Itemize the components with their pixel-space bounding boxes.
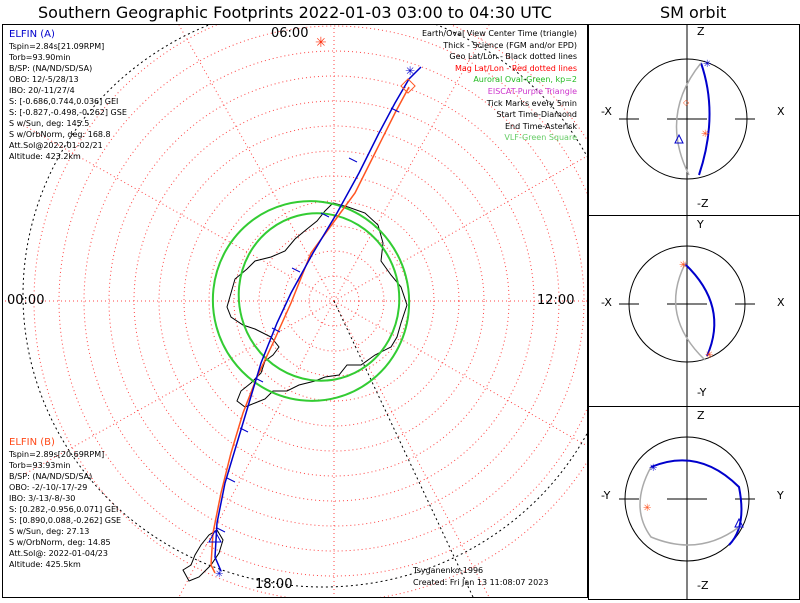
view-center-triangle (208, 529, 222, 543)
elfin-b-name: ELFIN (B) (9, 437, 55, 448)
elfin-b-line: S: [0.890,0.088,-0.262] GSE (9, 516, 122, 525)
auroral-oval (211, 200, 411, 402)
elfin-a-line: Torb=93.90min (9, 53, 71, 62)
sm-label-left: -X (601, 296, 612, 309)
elfin-b-line: IBO: 3/-13/-8/-30 (9, 494, 76, 503)
elfin-a-end-asterisk: ✳ (405, 64, 415, 78)
elfin-b-end-asterisk: ✳ (315, 35, 327, 51)
elfin-a-line: S: [-0.827,-0.498,-0.262] GSE (9, 108, 127, 117)
elfin-a-line: Att.Sol@2022-01-02/21 (9, 141, 103, 150)
legend-item: Geo Lat/Lon - Black dotted lines (449, 52, 577, 62)
elfin-b-line: Tspin=2.89s[20.69RPM] (9, 450, 105, 459)
svg-text:✳: ✳ (643, 503, 651, 514)
elfin-a-line: S w/Sun, deg: 145.5 (9, 119, 90, 128)
mag-lon-lines (3, 25, 587, 597)
svg-text:◇: ◇ (683, 98, 690, 107)
sm-orbit-xz: ✳ ✳ ◇ (619, 25, 755, 215)
elfin-a-name: ELFIN (A) (9, 29, 55, 40)
svg-text:✳: ✳ (649, 463, 657, 474)
legend-item: Earth/Oval View Center Time (triangle) (421, 29, 577, 38)
elfin-b-line: S w/Sun, deg: 27.13 (9, 527, 90, 536)
mlt-label-top: 06:00 (271, 26, 309, 41)
legend-item: Mag Lat/Lon - Red dotted lines (454, 63, 577, 73)
elfin-b-start-diamond (400, 78, 416, 94)
mlt-label-right: 12:00 (537, 293, 575, 308)
legend-item: End Time-Asterisk (504, 121, 577, 131)
south-america-coastline (182, 529, 224, 582)
sm-label-bottom: -Y (697, 386, 707, 399)
legend-item: EISCAT-Purple Triangle (487, 86, 577, 96)
elfin-a-track (214, 66, 422, 572)
elfin-a-line: S: [-0.686,0.744,0.036] GEI (9, 97, 119, 106)
track-tick-marks (216, 107, 400, 533)
sm-orbit-xy: ✳ ✳ (619, 216, 755, 406)
sm-label-right: Y (777, 489, 784, 502)
elfin-a-line: IBO: 20/-11/27/4 (9, 86, 75, 95)
sm-label-right: X (777, 105, 785, 118)
legend-item: Auroral Oval-Green, kp=2 (473, 75, 577, 85)
sm-label-top: Z (697, 409, 705, 422)
antarctica-coastline (226, 202, 408, 408)
elfin-a-info: ELFIN (A) Tspin=2.84s[21.09RPM] Torb=93.… (9, 29, 127, 162)
sm-orbit-panel-yz: ✳ ✳ Z -Z -Y Y (588, 406, 800, 600)
elfin-b-line: Altitude: 425.5km (9, 560, 81, 569)
elfin-a-line: S w/OrbNorm, deg: 168.8 (9, 130, 111, 139)
mlt-label-bottom: 18:00 (255, 577, 293, 592)
elfin-b-line: OBO: -2/-10/-17/-29 (9, 483, 88, 492)
elfin-b-info: ELFIN (B) Tspin=2.89s[20.69RPM] Torb=93.… (9, 437, 121, 570)
svg-text:✳: ✳ (705, 350, 713, 361)
elfin-b-line: S: [0.282,-0.956,0.071] GEI (9, 505, 119, 514)
plot-title: Southern Geographic Footprints 2022-01-0… (38, 3, 552, 22)
sm-label-bottom: -Z (697, 579, 709, 592)
sm-orbit-panel-xy: ✳ ✳ Y -Y -X X (588, 215, 800, 407)
elfin-b-line: S w/OrbNorm, deg: 14.85 (9, 538, 111, 547)
elfin-a-line: B/SP: (NA/ND/SD/SA) (9, 64, 93, 73)
model-label: Tsyganenko-1996 (413, 566, 484, 575)
svg-text:✳: ✳ (679, 260, 687, 271)
elfin-b-line: Torb=93.93min (9, 461, 71, 470)
elfin-a-line: Altitude: 423.2km (9, 152, 81, 161)
sm-label-right: X (777, 296, 785, 309)
legend: Earth/Oval View Center Time (triangle) T… (422, 28, 577, 144)
elfin-b-line: B/SP: (NA/ND/SD/SA) (9, 472, 93, 481)
elfin-a-line: OBO: 12/-5/28/13 (9, 75, 79, 84)
sm-label-bottom: -Z (697, 197, 709, 210)
mlt-label-left: 00:00 (7, 293, 45, 308)
sm-orbit-yz: ✳ ✳ (619, 407, 755, 599)
sm-orbit-title: SM orbit (660, 3, 727, 22)
footprint-map: ✳ ✳ ✳ (3, 25, 587, 597)
sm-label-left: -X (601, 105, 612, 118)
svg-text:✳: ✳ (701, 129, 709, 140)
created-label: Created: Fri Jan 13 11:08:07 2023 (413, 578, 549, 587)
elfin-b-line: Att.Sol@: 2022-01-04/23 (9, 549, 108, 558)
elfin-a-line: Tspin=2.84s[21.09RPM] (9, 42, 105, 51)
elfin-a-start-asterisk: ✳ (215, 569, 223, 580)
footer: Tsyganenko-1996 Created: Fri Jan 13 11:0… (413, 565, 548, 589)
sm-label-top: Z (697, 25, 705, 38)
legend-item: Start Time-Diamond (496, 110, 577, 120)
legend-item: Tick Marks every 5min (486, 98, 577, 108)
sm-label-left: -Y (601, 489, 611, 502)
sm-orbit-panel-xz: ✳ ✳ ◇ Z -Z -X X (588, 24, 800, 216)
elfin-b-track (210, 86, 410, 574)
legend-item: Thick - Science (FGM and/or EPD) (443, 40, 577, 50)
legend-item: VLF-Green Square (504, 133, 577, 143)
svg-text:✳: ✳ (703, 59, 711, 70)
footprint-map-frame: ✳ ✳ ✳ 06:00 00:00 12:00 18:00 ELFIN (A) … (2, 24, 588, 598)
sm-label-top: Y (697, 218, 704, 231)
